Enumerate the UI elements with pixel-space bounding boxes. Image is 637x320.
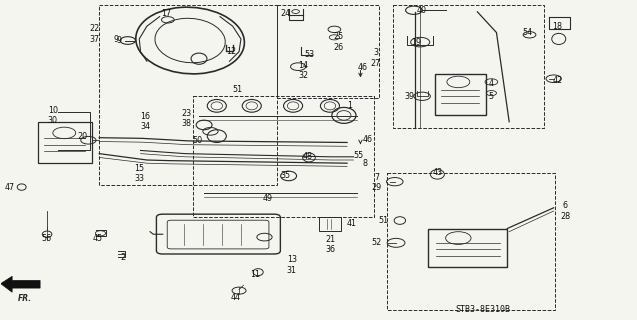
Text: 53: 53 [304,50,315,59]
Text: 2: 2 [120,253,125,262]
Text: 17: 17 [161,9,171,18]
Text: 7
29: 7 29 [372,172,382,192]
Text: 51: 51 [378,216,389,225]
Text: 6
28: 6 28 [560,201,570,221]
Text: 49: 49 [262,194,273,203]
Text: FR.: FR. [18,294,32,303]
Text: 52: 52 [372,238,382,247]
Text: 11: 11 [250,270,260,279]
Text: 56: 56 [41,234,52,243]
Text: 41: 41 [347,219,357,228]
Text: 43: 43 [433,168,443,177]
Text: 51: 51 [232,85,242,94]
Text: 42: 42 [552,76,562,85]
Text: 48: 48 [302,152,312,161]
Text: 8: 8 [363,159,368,168]
Text: 9: 9 [113,35,118,44]
Text: 39: 39 [404,92,415,101]
Text: 4: 4 [489,79,494,88]
Text: 46: 46 [358,63,368,72]
Text: 3
27: 3 27 [371,48,381,68]
Polygon shape [1,276,40,292]
Text: 14
32: 14 32 [298,61,308,81]
Text: 54: 54 [522,28,532,37]
Text: 13
31: 13 31 [287,255,297,275]
Text: 35: 35 [280,172,290,180]
Text: STB3-8E310B: STB3-8E310B [455,305,510,314]
Text: 1: 1 [347,101,352,110]
Text: 24: 24 [280,9,290,18]
Text: 16
34: 16 34 [141,112,150,132]
Text: 25
26: 25 26 [334,32,344,52]
Text: 19: 19 [411,38,421,47]
Text: 12: 12 [226,47,236,56]
Text: 50: 50 [193,136,203,145]
Text: 5: 5 [489,92,494,101]
Text: 21
36: 21 36 [325,235,335,254]
Text: 9: 9 [117,36,122,45]
Text: 55: 55 [354,151,364,160]
Text: 22
37: 22 37 [89,24,99,44]
Text: 40: 40 [417,6,426,15]
Text: 10
30: 10 30 [48,106,58,125]
Text: 46: 46 [363,135,373,144]
Text: 20: 20 [77,132,87,140]
Text: 23
38: 23 38 [182,109,191,128]
Text: 18: 18 [552,22,562,31]
Text: 15
33: 15 33 [134,164,145,183]
Text: 47: 47 [4,183,15,192]
Text: 44: 44 [231,292,241,301]
Text: 45: 45 [92,234,103,243]
